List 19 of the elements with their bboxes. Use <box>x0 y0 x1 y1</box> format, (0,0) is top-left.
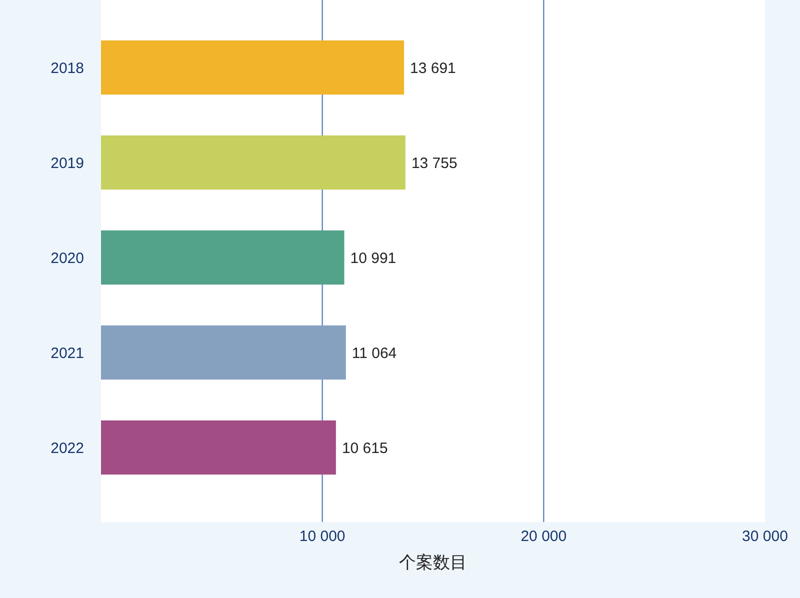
y-tick-label: 2020 <box>50 250 84 267</box>
bar <box>101 40 404 95</box>
bar <box>101 135 406 190</box>
x-tick-label: 20 000 <box>520 528 567 545</box>
bar <box>101 325 346 380</box>
y-tick-label: 2019 <box>50 155 84 172</box>
y-tick-label: 2018 <box>50 60 84 77</box>
data-label: 13 691 <box>410 60 456 77</box>
x-tick-label: 30 000 <box>742 528 788 545</box>
x-axis-title: 个案数目 <box>399 553 467 572</box>
data-label: 10 615 <box>342 440 388 457</box>
bar <box>101 230 344 285</box>
data-label: 13 755 <box>411 155 458 172</box>
y-tick-label: 2022 <box>50 440 84 457</box>
y-tick-label: 2021 <box>50 345 84 362</box>
x-tick-label: 10 000 <box>299 528 346 545</box>
data-label: 11 064 <box>352 345 397 362</box>
data-label: 10 991 <box>350 250 396 267</box>
bar <box>101 420 336 475</box>
